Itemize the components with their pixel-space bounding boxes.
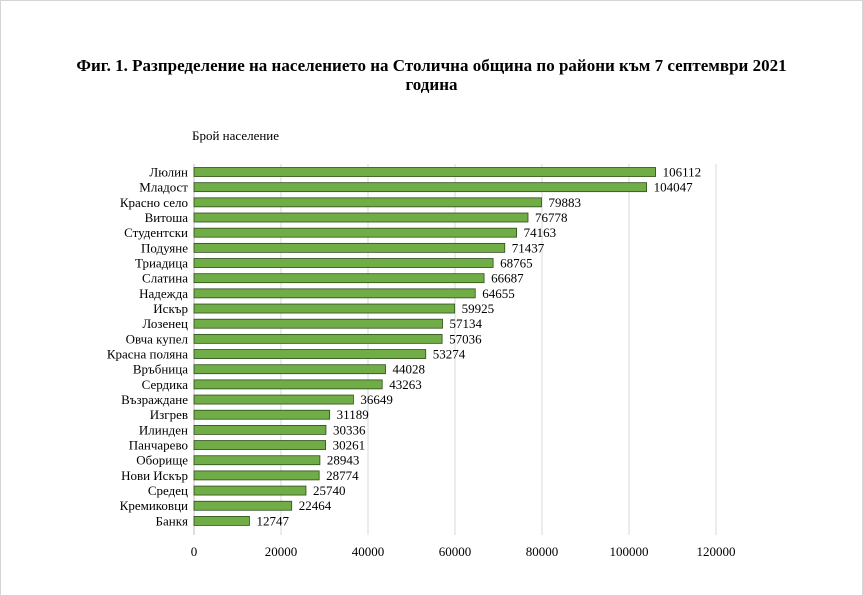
- data-label: 30261: [333, 438, 366, 453]
- data-label: 28774: [326, 468, 359, 483]
- data-label: 76778: [535, 210, 568, 225]
- bar: [193, 212, 529, 223]
- x-tick-label: 60000: [439, 544, 472, 559]
- bar: [193, 379, 383, 390]
- category-label: Красна поляна: [107, 347, 188, 362]
- data-label: 44028: [393, 362, 426, 377]
- bar: [193, 242, 506, 253]
- bar: [193, 440, 327, 450]
- axis-label: Брой население: [192, 128, 280, 143]
- category-label: Витоша: [145, 210, 189, 225]
- x-tick-label: 80000: [526, 544, 559, 559]
- chart-title-line1: Фиг. 1. Разпределение на населението на …: [76, 56, 787, 75]
- bar: [193, 273, 485, 284]
- x-tick-label: 120000: [697, 544, 736, 559]
- category-label: Овча купел: [126, 331, 189, 346]
- bar: [193, 333, 443, 344]
- data-label: 59925: [462, 301, 495, 316]
- category-label: Панчарево: [129, 438, 188, 453]
- bar: [193, 258, 494, 268]
- bar: [193, 500, 293, 511]
- bar: [193, 182, 648, 193]
- category-label: Лозенец: [142, 316, 188, 331]
- bar: [193, 364, 386, 375]
- chart-title: Фиг. 1. Разпределение на населението на …: [0, 56, 863, 94]
- bar: [193, 288, 476, 299]
- category-label: Триадица: [135, 256, 188, 271]
- bar: [193, 167, 656, 177]
- category-label: Банкя: [156, 513, 189, 528]
- data-label: 68765: [500, 256, 533, 271]
- category-label: Илинден: [139, 422, 188, 437]
- data-label: 64655: [482, 286, 515, 301]
- data-label: 22464: [299, 498, 332, 513]
- data-label: 30336: [333, 422, 366, 437]
- category-label: Възраждане: [121, 392, 188, 407]
- chart-title-line2: година: [405, 75, 458, 94]
- bar: [193, 303, 456, 314]
- data-label: 53274: [433, 347, 466, 362]
- x-tick-label: 100000: [610, 544, 649, 559]
- data-label: 31189: [337, 407, 369, 422]
- bar: [193, 349, 427, 359]
- category-label: Оборище: [136, 453, 188, 468]
- category-label: Искър: [153, 301, 188, 316]
- data-label: 104047: [654, 180, 694, 195]
- category-label: Кремиковци: [120, 498, 188, 513]
- data-label: 57036: [449, 331, 482, 346]
- data-label: 57134: [450, 316, 483, 331]
- data-label: 12747: [256, 513, 289, 528]
- data-label: 106112: [663, 165, 702, 180]
- category-label: Надежда: [139, 286, 188, 301]
- category-label: Нови Искър: [121, 468, 188, 483]
- bar: [193, 197, 542, 208]
- category-label: Младост: [139, 180, 188, 195]
- category-label: Слатина: [142, 271, 188, 286]
- data-label: 71437: [512, 240, 545, 255]
- category-label: Красно село: [120, 195, 188, 210]
- data-label: 25740: [313, 483, 346, 498]
- data-label: 66687: [491, 271, 524, 286]
- data-label: 36649: [360, 392, 393, 407]
- category-label: Средец: [148, 483, 188, 498]
- category-label: Изгрев: [150, 407, 188, 422]
- category-label: Сердика: [142, 377, 189, 392]
- bar: [193, 227, 518, 238]
- x-tick-label: 0: [191, 544, 198, 559]
- bar: [193, 409, 331, 420]
- data-label: 43263: [389, 377, 422, 392]
- x-tick-label: 20000: [265, 544, 298, 559]
- category-label: Люлин: [149, 165, 188, 180]
- bar: [193, 470, 320, 481]
- data-label: 28943: [327, 453, 360, 468]
- x-tick-label: 40000: [352, 544, 385, 559]
- bar: [193, 485, 307, 496]
- bar: [193, 455, 321, 466]
- category-label: Връбница: [133, 362, 188, 377]
- data-label: 74163: [524, 225, 557, 240]
- category-label: Студентски: [124, 225, 188, 240]
- bar: [193, 394, 354, 405]
- bar: [193, 424, 327, 435]
- data-label: 79883: [548, 195, 581, 210]
- bar: [193, 516, 250, 526]
- category-label: Подуяне: [141, 240, 188, 255]
- bar: [193, 318, 443, 329]
